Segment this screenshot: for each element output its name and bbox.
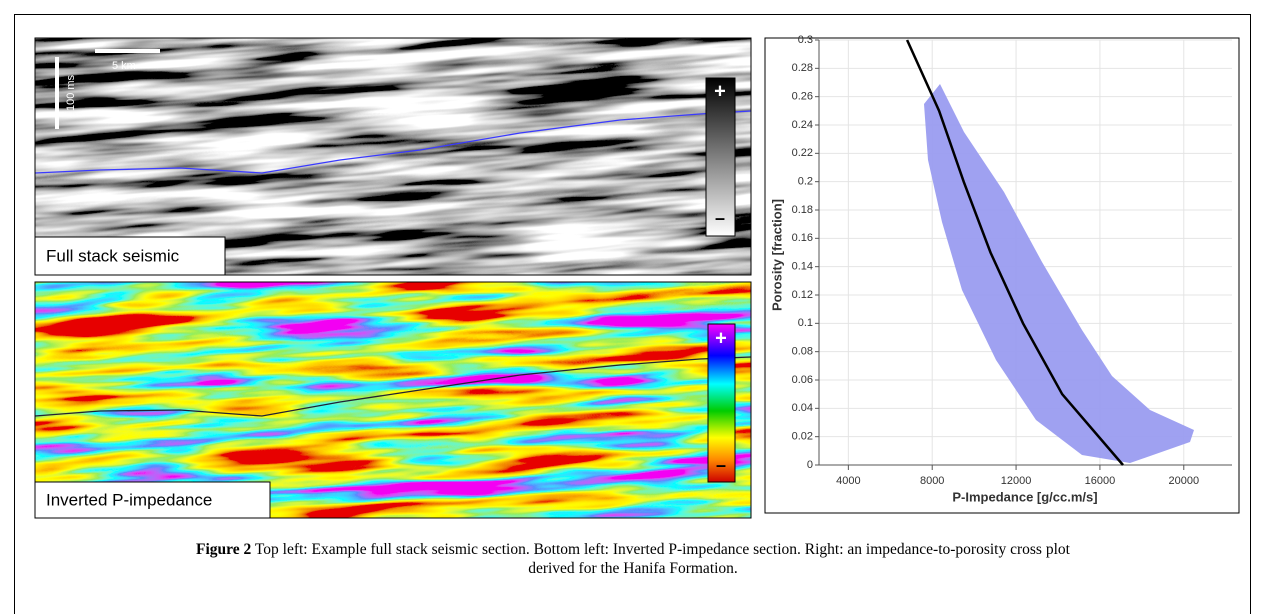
y-tick-label: 0 <box>807 459 813 471</box>
label-box <box>34 481 271 519</box>
y-tick-label: 0.18 <box>792 204 813 216</box>
figure: 5 km 100 ms + – Full stack seismic + – I… <box>34 34 1240 519</box>
panel-border <box>34 37 752 276</box>
y-tick-label: 0.24 <box>792 119 813 131</box>
label-box <box>34 236 226 276</box>
fit-curve <box>905 39 1124 466</box>
x-tick-label: 16000 <box>1085 475 1116 487</box>
y-tick-label: 0.1 <box>798 317 813 329</box>
x-tick-label: 8000 <box>920 475 944 487</box>
y-tick-label: 0.28 <box>792 62 813 74</box>
caption-label: Figure 2 <box>196 541 252 558</box>
colorbar-max: + <box>715 327 727 349</box>
x-tick-label: 12000 <box>1001 475 1032 487</box>
y-tick-label: 0.02 <box>792 431 813 443</box>
colorbar-max: + <box>714 80 726 102</box>
point-cloud-shape <box>924 84 1194 463</box>
y-tick-label: 0.08 <box>792 346 813 358</box>
y-tick-label: 0.22 <box>792 147 813 159</box>
panel-border <box>34 281 752 519</box>
caption: Figure 2 Top left: Example full stack se… <box>20 540 1246 578</box>
y-tick-label: 0.26 <box>792 91 813 103</box>
cross-plot: 0 0.02 0.04 0.06 0.08 0.1 0.12 0.14 0.16 0.18 0.2 0… <box>792 34 1232 487</box>
colorbar <box>705 77 736 237</box>
colorbar <box>707 323 736 483</box>
y-tick-label: 0.14 <box>792 261 813 273</box>
colorbar-min: – <box>715 208 725 228</box>
figure-frame <box>14 14 1251 614</box>
scale-label: 100 ms <box>65 74 77 111</box>
caption-text: Top left: Example full stack seismic sec… <box>254 541 1070 558</box>
y-tick-label: 0.12 <box>792 289 813 301</box>
y-axis-label: Porosity [fraction] <box>769 199 784 311</box>
point-cloud <box>924 84 1194 463</box>
caption-text: derived for the Hanifa Formation. <box>528 560 738 577</box>
y-tick-label: 0.06 <box>792 374 813 386</box>
scale-label: 5 km <box>112 60 136 72</box>
x-tick-label: 4000 <box>836 475 860 487</box>
colorbar-min: – <box>716 455 726 475</box>
x-axis-label: P-Impedance [g/cc.m/s] <box>952 489 1097 504</box>
y-tick-label: 0.16 <box>792 232 813 244</box>
y-tick-label: 0.3 <box>798 34 813 46</box>
y-tick-label: 0.04 <box>792 402 813 414</box>
y-tick-label: 0.2 <box>798 176 813 188</box>
panel-label: Full stack seismic <box>46 246 180 265</box>
panel-label: Inverted P-impedance <box>46 490 212 509</box>
x-tick-label: 20000 <box>1168 475 1199 487</box>
